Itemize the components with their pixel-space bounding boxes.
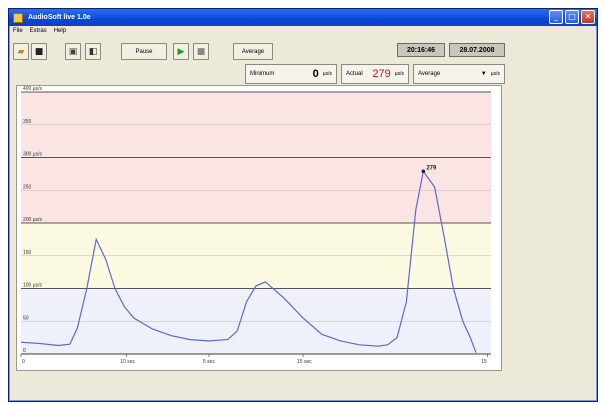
y-tick-label: 200 µs/s	[23, 217, 43, 223]
actual-readout: Actual 279 µs/s	[341, 64, 409, 84]
plot-area[interactable]: 400 µs/s 350 300 µs/s 250 200 µs/s 150 100 µs/…	[16, 85, 502, 371]
printer-icon: ▣	[68, 46, 78, 57]
window-title: AudioSoft live 1.0e	[28, 14, 91, 21]
peak-marker	[421, 169, 426, 174]
save-button[interactable]: ■	[31, 43, 47, 60]
stop-button[interactable]: ■	[193, 43, 209, 60]
y-tick-label: 0	[23, 348, 26, 354]
date-display: 28.07.2008	[449, 43, 505, 57]
readout-panel: Minimum 0 µs/s Actual 279 µs/s Average ▼…	[9, 64, 597, 86]
play-button[interactable]: ▶	[173, 43, 189, 60]
x-tick-label: 10 sec	[120, 359, 135, 365]
actual-label: Actual	[346, 71, 363, 77]
app-window: AudioSoft live 1.0e _ □ ✕ File Extras He…	[8, 8, 598, 402]
actual-unit: µs/s	[394, 71, 404, 77]
stop-icon: ■	[196, 46, 206, 57]
folder-icon: ▰	[17, 46, 25, 57]
export-button[interactable]: ◧	[85, 43, 101, 60]
minimum-readout: Minimum 0 µs/s	[245, 64, 337, 84]
peak-label: 279	[426, 165, 437, 171]
play-icon: ▶	[177, 46, 185, 57]
minimum-value: 0	[312, 68, 319, 80]
average-unit: µs/s	[490, 71, 500, 77]
x-tick-label: 0	[22, 359, 25, 365]
app-icon	[13, 12, 23, 23]
open-folder-button[interactable]: ▰	[13, 43, 29, 60]
y-tick-label: 250	[23, 184, 32, 190]
x-tick-label: 5 sec	[203, 359, 215, 365]
menu-file[interactable]: File	[13, 28, 23, 34]
dropdown-arrow-icon[interactable]: ▼	[480, 71, 487, 77]
y-tick-label: 50	[23, 315, 29, 321]
y-tick-label: 100 µs/s	[23, 283, 43, 289]
title-bar[interactable]: AudioSoft live 1.0e _ □ ✕	[9, 9, 597, 26]
floppy-icon: ■	[34, 46, 44, 57]
average-readout[interactable]: Average ▼ µs/s	[413, 64, 505, 84]
minimum-unit: µs/s	[322, 71, 332, 77]
y-tick-label: 400 µs/s	[23, 86, 43, 92]
pause-button[interactable]: Pause	[121, 43, 167, 60]
time-display: 20:16:46	[397, 43, 445, 57]
toolbar: ▰ ■ ▣ ◧ Pause ▶ ■ Average	[9, 37, 597, 60]
minimize-button[interactable]: _	[549, 10, 563, 24]
x-tick-label: 15	[481, 359, 487, 365]
minimum-label: Minimum	[250, 71, 275, 77]
average-button[interactable]: Average	[233, 43, 273, 60]
menu-extras[interactable]: Extras	[29, 28, 47, 34]
menu-bar: File Extras Help	[9, 26, 597, 36]
menu-help[interactable]: Help	[53, 28, 67, 34]
actual-value: 279	[372, 68, 391, 80]
close-button[interactable]: ✕	[581, 10, 595, 24]
maximize-button[interactable]: □	[565, 10, 579, 24]
y-tick-label: 350	[23, 119, 32, 125]
y-tick-label: 150	[23, 250, 32, 256]
y-tick-label: 300 µs/s	[23, 152, 43, 158]
print-button[interactable]: ▣	[65, 43, 81, 60]
x-tick-label: 15 sec	[297, 359, 312, 365]
average-mode-label: Average	[418, 71, 441, 77]
export-icon: ◧	[88, 46, 98, 57]
